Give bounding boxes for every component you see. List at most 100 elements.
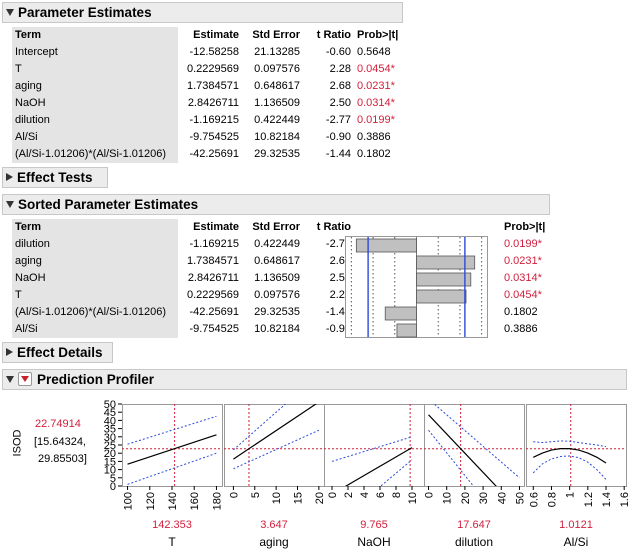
cell-term: (Al/Si-1.01206)*(Al/Si-1.01206) (12, 304, 178, 321)
cell-term: T (12, 61, 178, 78)
param-estimates-title: Parameter Estimates (18, 5, 152, 20)
cell-estimate: -42.25691 (189, 148, 239, 160)
x-tick-label: 50 (514, 492, 526, 504)
prediction-profiler-header[interactable]: Prediction Profiler (2, 369, 627, 390)
column-header[interactable]: t Ratio (316, 221, 351, 233)
cell-prob: 0.0314* (357, 97, 395, 109)
cell-std-error: 29.32535 (254, 148, 300, 160)
x-tick-label: 15 (293, 492, 305, 504)
column-header[interactable]: Estimate (193, 221, 239, 233)
cell-term: dilution (12, 236, 178, 253)
x-tick-label: 10 (442, 492, 454, 504)
profiler-panel (526, 404, 626, 486)
profiler-y-ci-high: 29.85503] (38, 453, 87, 465)
cell-std-error: 10.82184 (254, 323, 300, 335)
cell-term: Al/Si (12, 321, 178, 338)
cell-std-error: 21.13285 (254, 46, 300, 58)
x-tick-label: 20 (314, 492, 326, 504)
t-ratio-bar (355, 238, 417, 253)
cell-prob: 0.0454* (357, 63, 395, 75)
collapse-triangle-icon[interactable] (6, 376, 14, 383)
t-ratio-bar (416, 272, 472, 287)
collapse-triangle-icon[interactable] (6, 9, 14, 16)
collapse-triangle-icon[interactable] (6, 201, 14, 208)
effect-details-header[interactable]: Effect Details (2, 342, 113, 363)
cell-t-ratio: -0.90 (325, 323, 351, 335)
t-ratio-bar (416, 255, 476, 270)
cell-estimate: 0.2229569 (187, 63, 239, 75)
confidence-upper-curve (331, 436, 413, 462)
factor-label: Al/Si (564, 535, 589, 549)
cell-std-error: 29.32535 (254, 306, 300, 318)
cell-estimate: -12.58258 (189, 46, 239, 58)
column-header[interactable]: Prob>|t| (504, 221, 546, 233)
x-tick-label: 2 (343, 492, 355, 498)
confidence-upper-curve (533, 440, 607, 448)
param-estimates-table: Term Estimate Std Error t Ratio Prob>|t| Int… (12, 27, 412, 163)
profiler-panel (424, 404, 524, 486)
expand-triangle-icon[interactable] (6, 173, 13, 181)
cell-t-ratio: 2.28 (329, 63, 351, 75)
factor-current-value[interactable]: 17.647 (457, 519, 491, 531)
expand-triangle-icon[interactable] (6, 348, 13, 356)
param-estimates-header[interactable]: Parameter Estimates (2, 2, 403, 23)
prediction-curve (428, 414, 497, 486)
factor-current-value[interactable]: 142.353 (152, 519, 192, 531)
column-header[interactable]: Term (12, 27, 178, 44)
column-header[interactable]: Std Error (252, 221, 300, 233)
x-tick-label: 0.8 (546, 492, 558, 507)
prediction-curve (233, 404, 318, 460)
column-header[interactable]: Prob>|t| (357, 29, 399, 41)
column-header[interactable]: Estimate (193, 29, 239, 41)
table-row: Intercept -12.58258 21.13285 -0.60 0.5648 (12, 44, 412, 61)
red-triangle-menu-icon[interactable] (18, 372, 32, 386)
column-header[interactable]: t Ratio (316, 29, 351, 41)
cell-std-error: 0.097576 (254, 63, 300, 75)
prediction-curve (533, 448, 607, 464)
cell-term: Intercept (12, 44, 178, 61)
cell-t-ratio: 2.50 (329, 97, 351, 109)
x-tick-label: 0.6 (528, 492, 540, 507)
x-tick-label: 40 (496, 492, 508, 504)
cell-std-error: 0.422449 (254, 114, 300, 126)
t-ratio-bar (416, 289, 467, 304)
cell-prob: 0.0231* (357, 80, 395, 92)
y-tick-label: 5 (110, 473, 116, 485)
y-tick-label: 50 (104, 399, 116, 411)
y-tick-label: 15 (104, 456, 116, 468)
table-row: Al/Si -9.754525 10.82184 -0.90 0.3886 (12, 321, 559, 338)
table-row: NaOH 2.8426711 1.136509 2.50 0.0314* (12, 270, 559, 287)
cell-estimate: -9.754525 (189, 131, 239, 143)
column-header[interactable]: Std Error (252, 29, 300, 41)
table-row: (Al/Si-1.01206)*(Al/Si-1.01206) -42.25691… (12, 304, 559, 321)
cell-prob: 0.1802 (357, 148, 391, 160)
sorted-estimates-header[interactable]: Sorted Parameter Estimates (2, 194, 550, 215)
profiler-panel-frame (224, 404, 325, 487)
cell-std-error: 0.648617 (254, 255, 300, 267)
x-tick-label: 0 (424, 492, 436, 498)
effect-tests-header[interactable]: Effect Tests (2, 167, 108, 188)
y-tick-label: 30 (104, 432, 116, 444)
x-tick-label: 20 (460, 492, 472, 504)
cell-prob: 0.0199* (357, 114, 395, 126)
cell-t-ratio: -0.60 (325, 46, 351, 58)
column-header[interactable]: Term (12, 219, 178, 236)
cell-estimate: 2.8426711 (187, 272, 239, 284)
cell-t-ratio: -1.44 (325, 306, 351, 318)
factor-label: T (168, 535, 176, 549)
profiler-y-value[interactable]: 22.74914 (35, 418, 81, 430)
cell-estimate: -9.754525 (189, 323, 239, 335)
cell-term: dilution (12, 112, 178, 129)
factor-current-value[interactable]: 9.765 (360, 519, 388, 531)
table-row: NaOH 2.8426711 1.136509 2.50 0.0314* (12, 95, 412, 112)
factor-current-value[interactable]: 3.647 (260, 519, 288, 531)
cell-term: aging (12, 78, 178, 95)
factor-current-value[interactable]: 1.0121 (559, 519, 593, 531)
factor-label: dilution (455, 535, 493, 549)
profiler-panel-frame (424, 404, 525, 487)
factor-label: aging (259, 535, 288, 549)
cell-term: NaOH (12, 270, 178, 287)
cell-prob: 0.0231* (504, 255, 542, 267)
cell-estimate: 1.7384571 (187, 255, 239, 267)
